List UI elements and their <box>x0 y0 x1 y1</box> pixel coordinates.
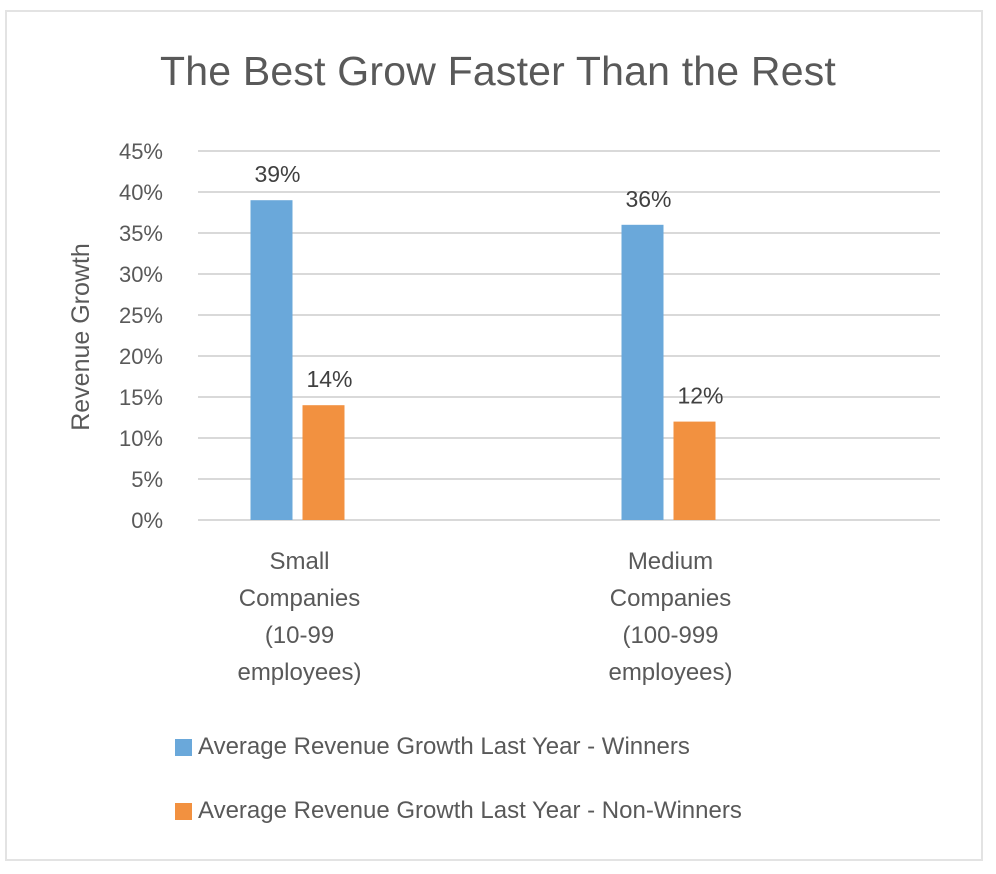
y-axis-ticks: 0% 5% 10% 15% 20% 25% 30% 35% 40% 45% <box>119 139 163 533</box>
x-category-label-line: Companies <box>609 585 732 612</box>
legend-item-non-winners: Average Revenue Growth Last Year - Non-W… <box>175 797 742 825</box>
x-category-label-line: employees) <box>237 659 362 686</box>
y-tick-label: 5% <box>131 467 163 492</box>
x-category-label: Small Companies (10-99 employees) <box>190 543 410 691</box>
x-category-label-line: Small <box>269 548 330 575</box>
bar-non-winners-0 <box>302 405 345 520</box>
y-tick-label: 25% <box>119 303 163 328</box>
x-category-label-line: (100-999 <box>622 622 719 649</box>
bars <box>250 200 716 521</box>
bar-winners-1 <box>621 224 664 521</box>
legend-swatch-winners <box>175 738 192 756</box>
bar-non-winners-1 <box>673 421 716 520</box>
y-tick-label: 0% <box>131 508 163 533</box>
y-tick-label: 20% <box>119 344 163 369</box>
x-category-label-line: employees) <box>608 659 733 686</box>
x-category-label: Medium Companies (100-999 employees) <box>561 543 781 691</box>
y-tick-label: 30% <box>119 262 163 287</box>
legend-label-winners: Average Revenue Growth Last Year - Winne… <box>198 733 690 760</box>
data-labels: 39% 14% 36% 12% <box>254 161 723 408</box>
data-label: 39% <box>254 161 300 187</box>
gridlines <box>198 150 940 521</box>
x-category-label-line: (10-99 <box>264 622 335 649</box>
legend-swatch-non-winners <box>175 802 192 820</box>
y-tick-label: 40% <box>119 180 163 205</box>
x-category-label-line: Companies <box>238 585 361 612</box>
chart-title: The Best Grow Faster Than the Rest <box>160 48 836 94</box>
y-tick-label: 15% <box>119 385 163 410</box>
data-label: 36% <box>625 186 671 212</box>
x-category-label-line: Medium <box>627 548 714 575</box>
data-label: 14% <box>306 366 352 392</box>
y-axis-label: Revenue Growth <box>67 243 95 431</box>
legend-label-non-winners: Average Revenue Growth Last Year - Non-W… <box>198 797 742 824</box>
y-tick-label: 35% <box>119 221 163 246</box>
legend-item-winners: Average Revenue Growth Last Year - Winne… <box>175 733 690 761</box>
bar-winners-0 <box>250 200 293 520</box>
y-tick-label: 10% <box>119 426 163 451</box>
y-tick-label: 45% <box>119 139 163 164</box>
data-label: 12% <box>677 383 723 409</box>
